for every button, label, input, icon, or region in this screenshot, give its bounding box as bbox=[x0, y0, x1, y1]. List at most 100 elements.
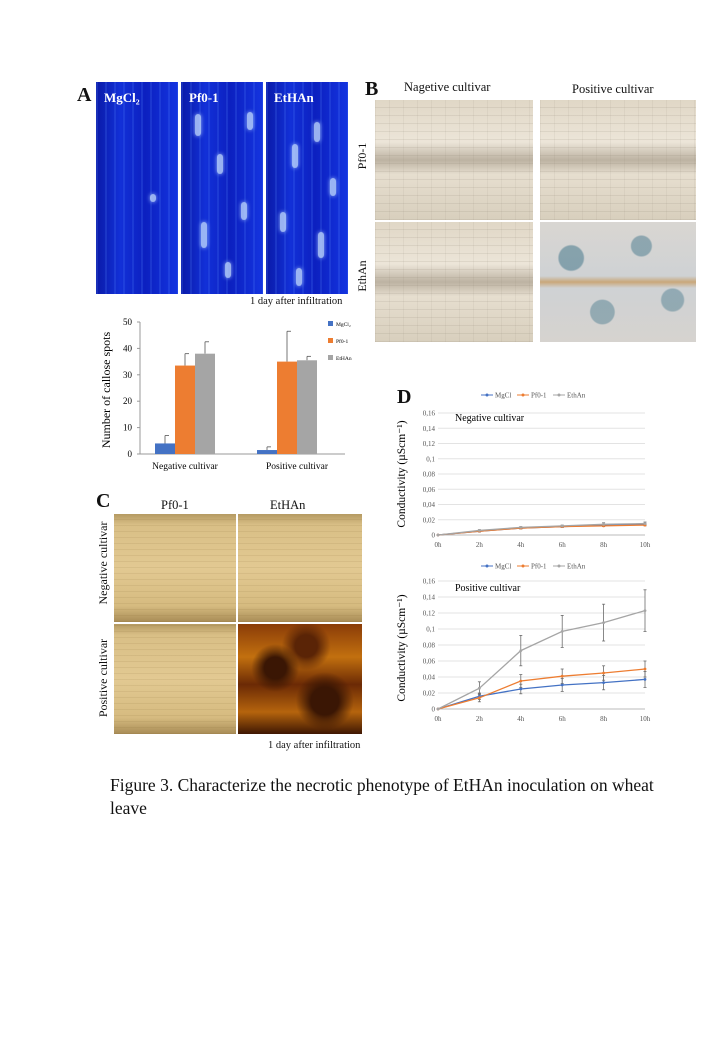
bar-y-tick-label: 40 bbox=[123, 343, 133, 353]
y-tick-label: 0,1 bbox=[426, 455, 435, 463]
data-point bbox=[519, 525, 523, 529]
chart-ylabel: Conductivity (µScm⁻¹) bbox=[396, 594, 408, 701]
legend-label: Pf0-1 bbox=[336, 338, 348, 345]
bar bbox=[155, 443, 175, 454]
y-tick-label: 0,1 bbox=[426, 626, 435, 634]
chart-title: Positive cultivar bbox=[455, 583, 521, 594]
bar bbox=[195, 353, 215, 454]
micrograph-b-negative-pf01 bbox=[375, 100, 533, 220]
data-point bbox=[478, 686, 481, 690]
callose-spot bbox=[201, 222, 207, 248]
figure-caption: Figure 3. Characterize the necrotic phen… bbox=[110, 775, 654, 818]
panel-letter-b: B bbox=[365, 78, 379, 100]
legend-label: MgCl₂ bbox=[336, 322, 351, 328]
x-tick-label: 8h bbox=[600, 541, 608, 549]
y-tick-label: 0,14 bbox=[423, 594, 436, 602]
callose-spot bbox=[314, 122, 320, 142]
legend-swatch-pf01 bbox=[328, 338, 333, 343]
bar bbox=[175, 365, 195, 454]
chart-title: Negative cultivar bbox=[455, 413, 525, 424]
y-tick-label: 0,08 bbox=[423, 471, 436, 479]
panel-b-row-label: EthAn bbox=[355, 260, 369, 292]
panel-c-time-note: 1 day after infiltration bbox=[268, 740, 361, 751]
micrograph-b-positive-pf01 bbox=[540, 100, 696, 220]
y-tick-label: 0,02 bbox=[423, 516, 436, 524]
bar bbox=[297, 360, 317, 454]
bar-chart-ylabel: Number of callose spots bbox=[99, 332, 113, 449]
bar-chart-legend: MgCl₂ Pf0-1 EtHAn bbox=[328, 321, 352, 362]
data-point bbox=[478, 529, 481, 532]
callose-spot bbox=[150, 194, 156, 202]
data-point bbox=[519, 679, 523, 683]
micrograph-a-mgcl2: MgCl₂ bbox=[96, 82, 178, 294]
y-tick-label: 0,06 bbox=[423, 658, 436, 666]
bar-category-label: Positive cultivar bbox=[266, 462, 329, 472]
data-point bbox=[643, 667, 647, 671]
data-point bbox=[560, 674, 564, 678]
line-legend: MgCl Pf0-1 EthAn bbox=[481, 563, 586, 571]
micrograph-label: Pf0-1 bbox=[189, 90, 219, 105]
series-line bbox=[437, 522, 646, 536]
data-point bbox=[478, 696, 481, 700]
conductivity-chart-negative: MgCl Pf0-1 EthAn Conductivity (µScm⁻¹) 0… bbox=[396, 392, 651, 550]
data-point bbox=[602, 621, 605, 624]
line-legend: MgCl Pf0-1 EthAn bbox=[481, 392, 586, 400]
y-tick-label: 0,16 bbox=[423, 410, 436, 418]
x-tick-label: 4h bbox=[517, 715, 525, 723]
micrograph-c-positive-ethan bbox=[238, 624, 362, 734]
panel-letter-a: A bbox=[77, 84, 92, 106]
y-tick-label: 0,16 bbox=[423, 578, 436, 586]
data-point bbox=[560, 630, 564, 633]
callose-bar-chart: Number of callose spots 0 10 20 30 40 50 Nega… bbox=[99, 317, 352, 472]
x-tick-label: 4h bbox=[517, 541, 525, 549]
micrograph-c-negative-ethan bbox=[238, 514, 362, 622]
legend-label: Pf0-1 bbox=[531, 392, 547, 400]
data-point bbox=[643, 522, 647, 525]
bar-y-tick-label: 0 bbox=[128, 449, 133, 459]
y-tick-label: 0 bbox=[432, 706, 436, 714]
chart-ylabel: Conductivity (µScm⁻¹) bbox=[396, 420, 408, 527]
x-tick-label: 2h bbox=[476, 541, 484, 549]
legend-label: EtHAn bbox=[336, 356, 352, 362]
micrograph-c-negative-pf01 bbox=[114, 514, 236, 622]
panel-a-time-note: 1 day after infiltration bbox=[250, 296, 343, 307]
callose-spot bbox=[318, 232, 324, 258]
micrograph-label: MgCl₂ bbox=[104, 90, 140, 105]
x-tick-label: 0h bbox=[435, 541, 443, 549]
x-tick-label: 6h bbox=[559, 715, 567, 723]
micrograph-a-ethan: EtHAn bbox=[266, 82, 348, 294]
bar bbox=[277, 361, 297, 454]
bar-y-tick-label: 20 bbox=[123, 396, 133, 406]
y-tick-label: 0 bbox=[432, 532, 436, 540]
y-tick-label: 0,12 bbox=[423, 440, 436, 448]
legend-label: MgCl bbox=[495, 392, 511, 400]
y-tick-label: 0,12 bbox=[423, 610, 436, 618]
micrograph-a-pf01: Pf0-1 bbox=[181, 82, 263, 294]
bar-y-tick-label: 30 bbox=[123, 370, 133, 380]
data-point bbox=[643, 678, 647, 681]
data-point bbox=[602, 681, 605, 684]
data-point bbox=[519, 687, 523, 691]
y-tick-label: 0,02 bbox=[423, 690, 436, 698]
x-tick-label: 10h bbox=[640, 541, 651, 549]
data-point bbox=[602, 671, 605, 675]
callose-spot bbox=[217, 154, 223, 174]
y-tick-label: 0,04 bbox=[423, 674, 436, 682]
data-point bbox=[436, 707, 440, 711]
panel-c-col-label: Pf0-1 bbox=[161, 498, 189, 512]
y-tick-label: 0,14 bbox=[423, 425, 436, 433]
callose-spot bbox=[296, 268, 302, 286]
callose-spot bbox=[241, 202, 247, 220]
legend-label: MgCl bbox=[495, 563, 511, 571]
callose-spot bbox=[195, 114, 201, 136]
legend-swatch-ethan bbox=[328, 355, 333, 360]
callose-spot bbox=[247, 112, 253, 130]
y-tick-label: 0,06 bbox=[423, 486, 436, 494]
micrograph-label: EtHAn bbox=[274, 90, 314, 105]
callose-spot bbox=[330, 178, 336, 196]
micrograph-b-negative-ethan bbox=[375, 222, 533, 342]
bar-y-tick-label: 50 bbox=[123, 317, 133, 327]
conductivity-chart-positive: MgCl Pf0-1 EthAn Conductivity (µScm⁻¹) 0… bbox=[396, 563, 651, 724]
callose-spot bbox=[280, 212, 286, 232]
x-tick-label: 0h bbox=[435, 715, 443, 723]
